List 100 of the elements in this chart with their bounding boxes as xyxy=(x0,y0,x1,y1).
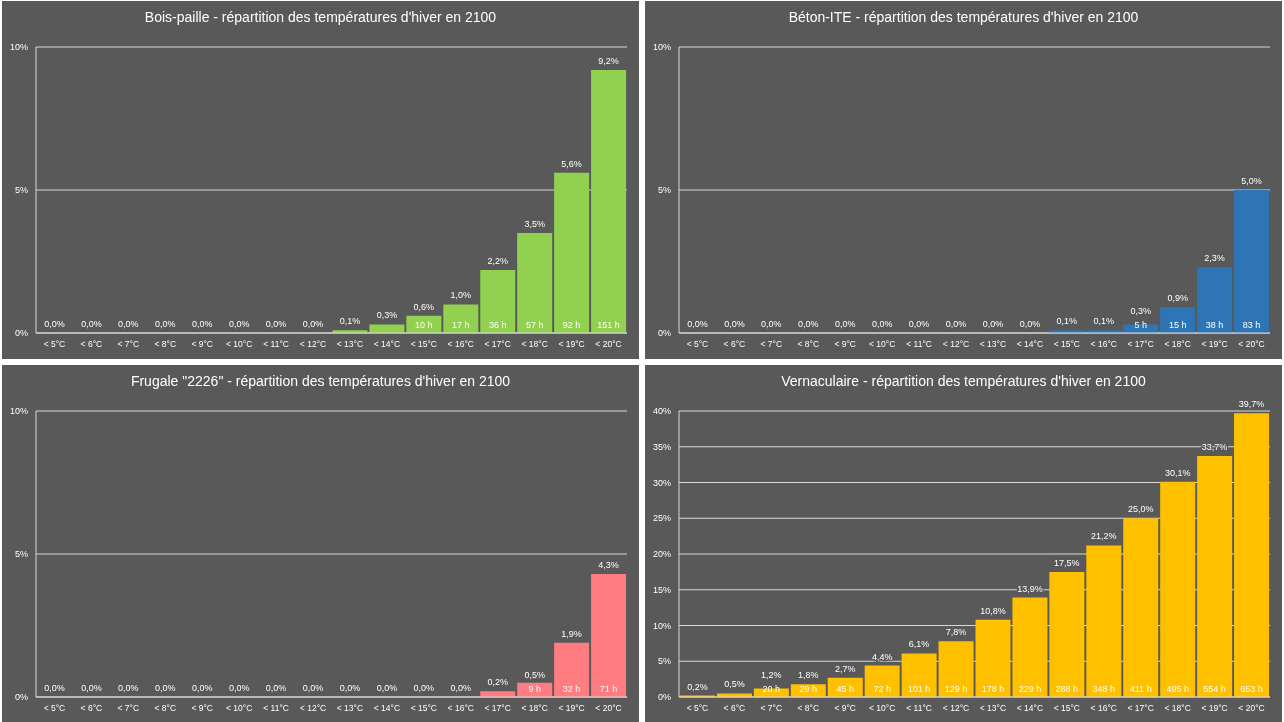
x-tick-label: < 20°C xyxy=(595,339,622,350)
data-label: 0,0% xyxy=(871,319,893,329)
y-tick-label: 5% xyxy=(657,185,671,196)
x-tick-label: < 15°C xyxy=(410,339,438,350)
x-tick-label: < 6°C xyxy=(80,339,103,350)
data-label: 0,0% xyxy=(191,683,213,693)
data-label: 0,1% xyxy=(1093,316,1115,327)
x-tick-label: < 15°C xyxy=(1053,339,1081,350)
x-tick-label: < 16°C xyxy=(1090,703,1117,714)
x-tick-label: < 10°C xyxy=(225,339,253,350)
data-label: 0,0% xyxy=(191,319,213,329)
x-tick-label: < 18°C xyxy=(521,703,548,714)
y-tick-label: 15% xyxy=(652,584,671,595)
x-tick-label: < 10°C xyxy=(868,339,896,350)
y-tick-label: 5% xyxy=(14,185,28,196)
data-label: 3,5% xyxy=(524,218,545,229)
x-tick-label: < 17°C xyxy=(484,703,511,714)
data-label: 39,7% xyxy=(1238,399,1265,410)
x-tick-label: < 5°C xyxy=(43,339,66,350)
annotation: 554 h xyxy=(1203,684,1226,694)
x-tick-label: < 13°C xyxy=(979,703,1007,714)
data-label: 0,0% xyxy=(945,319,967,329)
y-tick-label: 0% xyxy=(657,328,671,339)
annotation: 71 h xyxy=(599,684,618,694)
data-label: 30,1% xyxy=(1164,467,1191,478)
x-tick-label: < 8°C xyxy=(154,339,177,350)
data-label: 25,0% xyxy=(1127,504,1154,515)
annotation: 17 h xyxy=(452,320,470,330)
x-tick-label: < 14°C xyxy=(1016,339,1044,350)
x-tick-label: < 11°C xyxy=(263,703,289,714)
x-tick-label: < 5°C xyxy=(43,703,66,714)
annotation: 72 h xyxy=(873,684,891,694)
annotation: 101 h xyxy=(907,684,931,694)
x-tick-label: < 6°C xyxy=(80,703,103,714)
x-tick-label: < 20°C xyxy=(595,703,622,714)
annotation: 348 h xyxy=(1092,684,1116,694)
annotation: 29 h xyxy=(799,684,818,694)
x-tick-label: < 18°C xyxy=(521,339,548,350)
data-label: 0,0% xyxy=(982,319,1004,329)
annotation: 15 h xyxy=(1168,320,1187,330)
data-label: 0,0% xyxy=(228,319,250,329)
x-tick-label: < 16°C xyxy=(447,339,474,350)
x-tick-label: < 11°C xyxy=(906,703,932,714)
x-tick-label: < 10°C xyxy=(225,703,253,714)
data-label: 0,2% xyxy=(487,677,508,688)
data-label: 2,7% xyxy=(834,663,856,674)
y-tick-label: 5% xyxy=(14,549,28,560)
data-label: 4,3% xyxy=(598,560,619,571)
data-label: 0,0% xyxy=(228,683,250,693)
x-tick-label: < 9°C xyxy=(191,339,214,350)
data-label: 0,1% xyxy=(1056,316,1078,327)
annotation: 57 h xyxy=(525,320,544,330)
data-label: 2,2% xyxy=(487,256,508,267)
x-tick-label: < 15°C xyxy=(1053,703,1081,714)
y-tick-label: 5% xyxy=(657,656,671,667)
x-tick-label: < 19°C xyxy=(1201,339,1228,350)
x-tick-label: < 6°C xyxy=(723,703,746,714)
y-tick-label: 10% xyxy=(652,620,671,631)
data-label: 0,0% xyxy=(908,319,930,329)
annotation: 178 h xyxy=(981,684,1005,694)
annotation: 45 h xyxy=(836,684,854,694)
x-tick-label: < 7°C xyxy=(117,339,140,350)
x-tick-label: < 13°C xyxy=(336,339,364,350)
y-tick-label: 10% xyxy=(9,42,28,53)
x-tick-label: < 6°C xyxy=(723,339,746,350)
x-tick-label: < 7°C xyxy=(760,703,783,714)
x-tick-label: < 5°C xyxy=(686,703,709,714)
data-label: 0,0% xyxy=(376,683,398,693)
x-tick-label: < 12°C xyxy=(299,703,327,714)
data-label: 9,2% xyxy=(598,55,619,66)
data-label: 0,5% xyxy=(524,670,545,680)
data-label: 0,0% xyxy=(155,319,176,329)
x-tick-label: < 12°C xyxy=(942,703,970,714)
annotation: 411 h xyxy=(1129,684,1152,694)
data-label: 0,0% xyxy=(798,319,819,329)
x-tick-label: < 5°C xyxy=(686,339,709,350)
annotation: 10 h xyxy=(415,320,433,330)
data-label: 0,0% xyxy=(265,319,287,329)
y-tick-label: 40% xyxy=(652,406,671,417)
annotation: 83 h xyxy=(1242,320,1261,330)
data-label: 10,8% xyxy=(980,605,1006,616)
data-label: 21,2% xyxy=(1091,531,1117,542)
annotation: 495 h xyxy=(1166,684,1189,694)
annotation: 38 h xyxy=(1205,320,1224,330)
y-tick-label: 10% xyxy=(9,406,28,417)
x-tick-label: < 7°C xyxy=(760,339,783,350)
data-label: 5,0% xyxy=(1241,176,1262,186)
data-label: 0,0% xyxy=(265,683,287,693)
x-tick-label: < 19°C xyxy=(558,339,585,350)
data-label: 6,1% xyxy=(908,639,930,650)
chart-title: Bois-paille - répartition des températures d'hiver en 2100 xyxy=(143,9,498,25)
y-tick-label: 0% xyxy=(14,328,28,339)
x-tick-label: < 12°C xyxy=(942,339,970,350)
annotation: 32 h xyxy=(562,684,581,694)
data-label: 1,9% xyxy=(561,628,582,639)
x-tick-label: < 9°C xyxy=(834,703,857,714)
x-tick-label: < 14°C xyxy=(373,703,401,714)
data-label: 0,0% xyxy=(155,683,176,693)
data-label: 0,0% xyxy=(81,319,102,329)
chart-title: Vernaculaire - répartition des températures d'hiver en 2100 xyxy=(780,373,1147,389)
